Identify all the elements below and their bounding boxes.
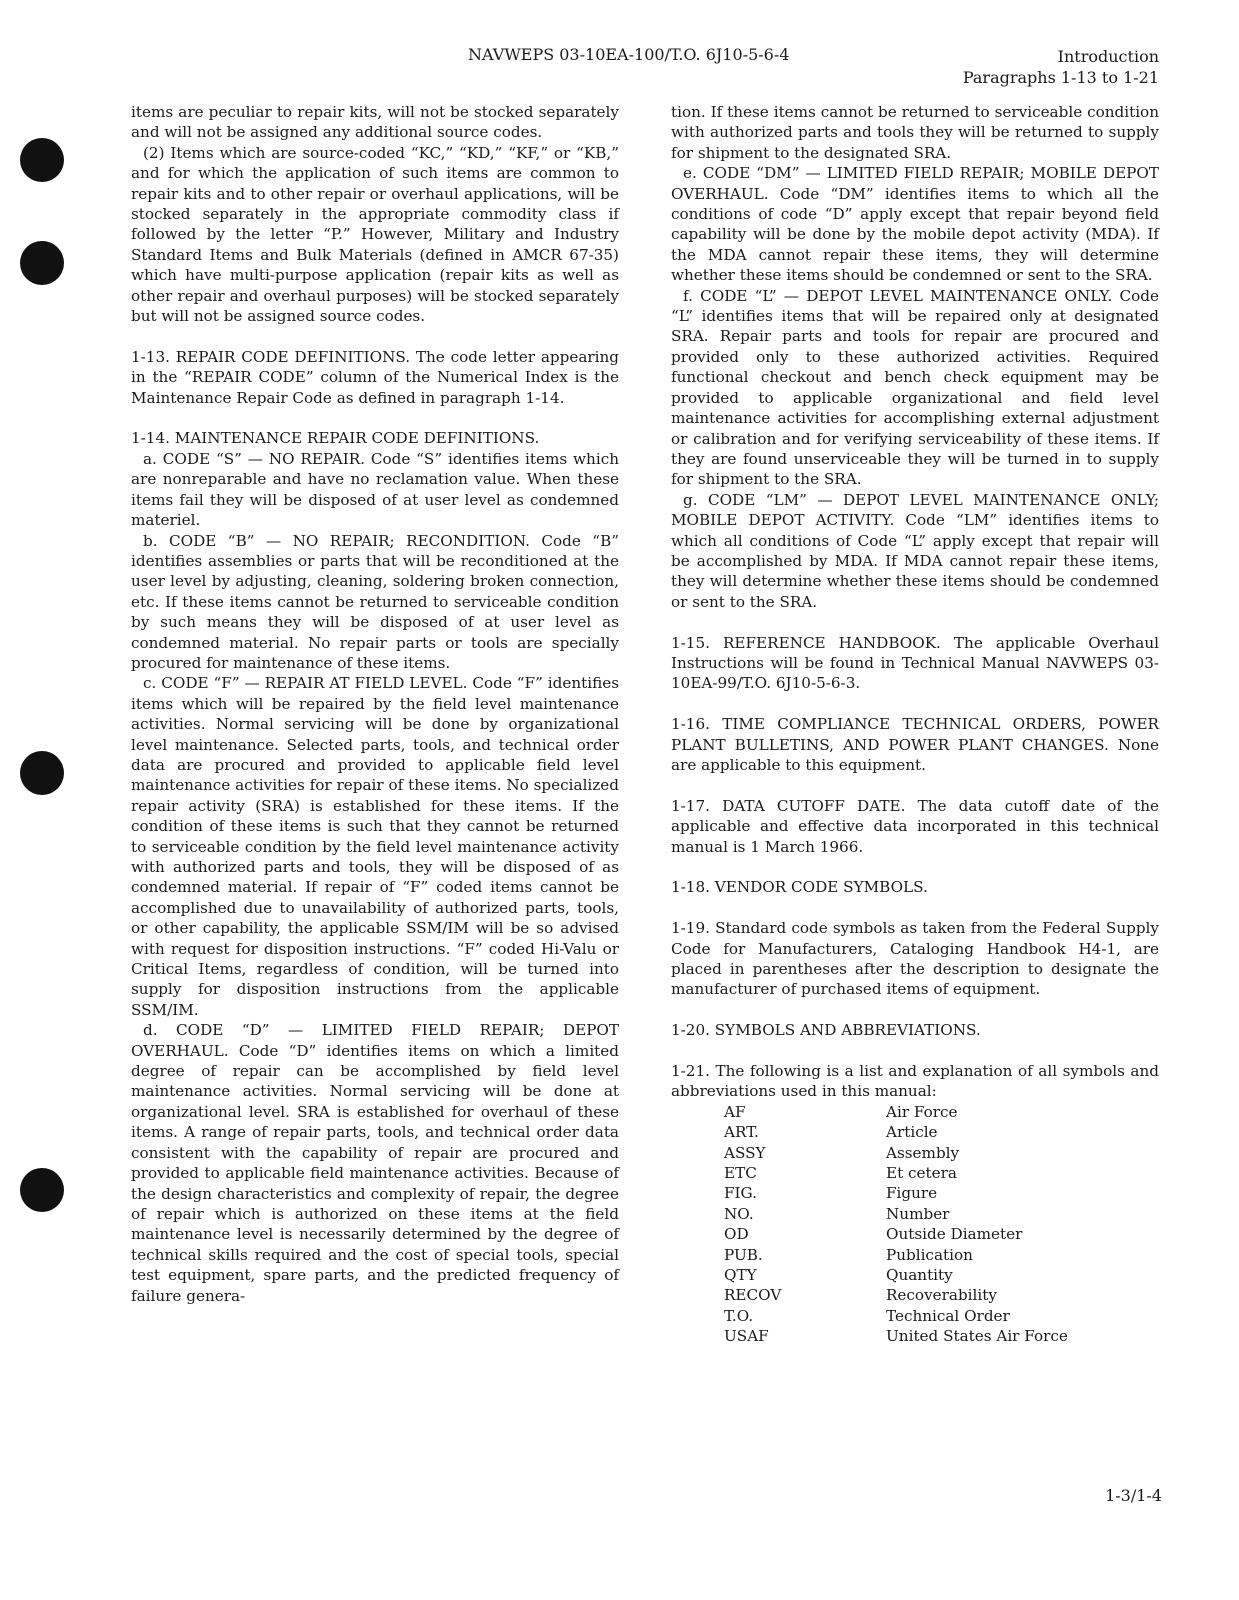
paragraph: 1-15. REFERENCE HANDBOOK. The applicable… (671, 633, 1159, 693)
abbreviation-meaning: Technical Order (886, 1306, 1010, 1325)
paragraph: c. CODE “F” — REPAIR AT FIELD LEVEL. Cod… (131, 674, 619, 1019)
paragraph: f. CODE “L” — DEPOT LEVEL MAINTENANCE ON… (671, 286, 1159, 489)
page-number: 1-3/1-4 (1105, 1486, 1162, 1505)
paragraph: items are peculiar to repair kits, will … (131, 103, 619, 142)
abbreviation: ETC (724, 1164, 757, 1183)
paragraph: tion. If these items cannot be returned … (671, 103, 1159, 162)
abbreviation-meaning: Et cetera (886, 1164, 957, 1183)
abbreviation: AF (724, 1102, 746, 1121)
abbreviation-meaning: Publication (886, 1245, 973, 1264)
binder-hole (20, 138, 64, 182)
abbreviation-meaning: Air Force (886, 1102, 958, 1121)
abbreviation-meaning: Quantity (886, 1266, 953, 1285)
paragraph: 1-19. Standard code symbols as taken fro… (671, 919, 1159, 999)
abbreviation-meaning: United States Air Force (886, 1327, 1068, 1346)
abbreviation-meaning: Article (886, 1123, 938, 1142)
abbreviation: T.O. (724, 1306, 754, 1325)
binder-hole (20, 1168, 64, 1212)
abbreviation-list: AF Air Force ART. Article ASSY Assembly ETC Et … (671, 1102, 1159, 1347)
section: Introduction (1057, 47, 1159, 66)
paragraph: d. CODE “D” — LIMITED FIELD REPAIR; DEPO… (131, 1021, 619, 1305)
heading: 1-18. VENDOR CODE SYMBOLS. (671, 878, 928, 897)
abbreviation: OD (724, 1225, 749, 1244)
paragraph: e. CODE “DM” — LIMITED FIELD REPAIR; MOB… (671, 164, 1159, 285)
abbreviation: PUB. (724, 1245, 763, 1264)
paragraph: 1-21. The following is a list and explan… (671, 1061, 1159, 1101)
binder-hole (20, 241, 64, 285)
abbreviation-meaning: Number (886, 1204, 950, 1223)
abbreviation-meaning: Recoverability (886, 1286, 997, 1305)
abbreviation-meaning: Figure (886, 1184, 938, 1203)
right-column: tion. If these items cannot be returned … (671, 102, 1159, 1347)
paragraph: b. CODE “B” — NO REPAIR; RECONDITION. Co… (131, 531, 619, 672)
abbreviation-meaning: Outside Diameter (886, 1225, 1023, 1244)
abbreviation: NO. (724, 1204, 754, 1223)
header-right: Introduction Paragraphs 1-13 to 1-21 (963, 46, 1159, 88)
abbreviation: RECOV (724, 1286, 782, 1305)
paragraph: 1-16. TIME COMPLIANCE TECHNICAL ORDERS, … (671, 715, 1159, 774)
doc-id: NAVWEPS 03-10EA-100/T.O. 6J10-5-6-4 (468, 45, 790, 64)
abbreviation: QTY (724, 1266, 757, 1285)
binder-hole (20, 751, 64, 795)
paragraph: (2) Items which are source-coded “KC,” “… (131, 143, 619, 326)
paragraph-range: Paragraphs 1-13 to 1-21 (962, 68, 1159, 87)
heading: 1-20. SYMBOLS AND ABBREVIATIONS. (671, 1021, 981, 1040)
paragraph: a. CODE “S” — NO REPAIR. Code “S” identi… (131, 449, 619, 530)
abbreviation: ASSY (724, 1143, 766, 1162)
paragraph: g. CODE “LM” — DEPOT LEVEL MAINTENANCE O… (671, 490, 1159, 611)
left-column: items are peculiar to repair kits, will … (131, 102, 619, 1306)
paragraph: 1-13. REPAIR CODE DEFINITIONS. The code … (131, 347, 619, 407)
abbreviation: FIG. (724, 1184, 757, 1203)
abbreviation: USAF (724, 1327, 769, 1346)
paragraph: 1-17. DATA CUTOFF DATE. The data cutoff … (671, 796, 1159, 856)
abbreviation-meaning: Assembly (886, 1143, 960, 1162)
heading: 1-14. MAINTENANCE REPAIR CODE DEFINITION… (131, 429, 540, 448)
abbreviation: ART. (724, 1123, 759, 1142)
